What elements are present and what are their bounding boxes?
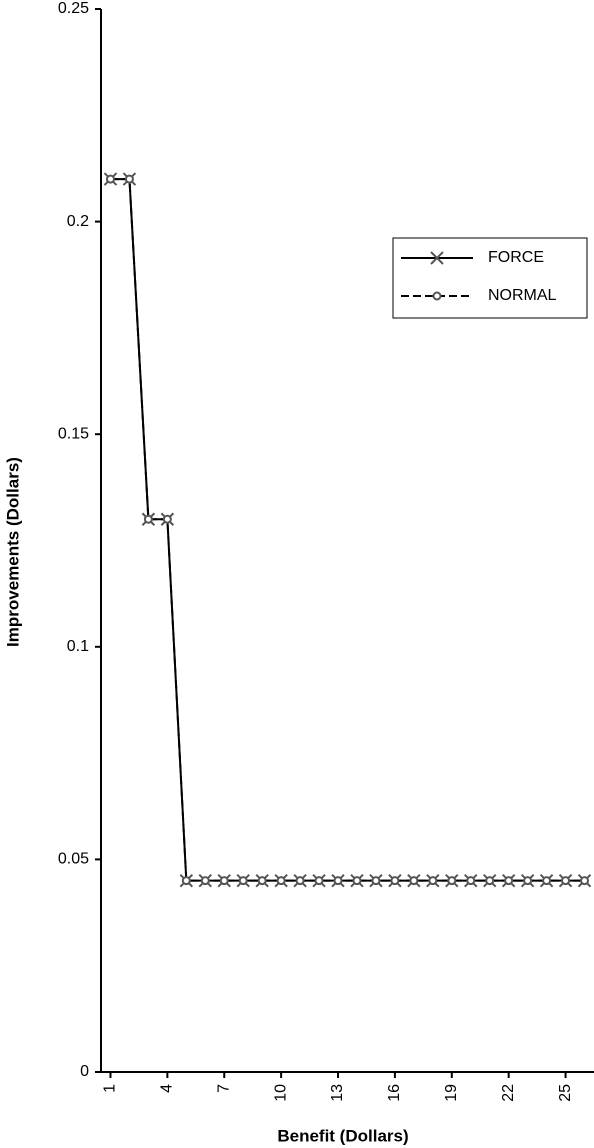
y-tick-label: 0 [80, 1063, 89, 1080]
marker [219, 876, 229, 886]
marker [200, 876, 210, 886]
x-tick-label: 19 [443, 1084, 460, 1102]
x-tick-label: 7 [215, 1084, 232, 1093]
x-tick-label: 22 [500, 1084, 517, 1102]
marker [447, 876, 457, 886]
legend-label: NORMAL [488, 287, 557, 304]
marker [314, 876, 324, 886]
y-tick-label: 0.05 [58, 851, 89, 868]
marker [333, 876, 343, 886]
marker [428, 876, 438, 886]
y-tick-label: 0.1 [67, 638, 89, 655]
marker [295, 876, 305, 886]
x-tick-label: 25 [557, 1084, 574, 1102]
marker [580, 876, 590, 886]
marker [238, 876, 248, 886]
x-axis-title: Benefit (Dollars) [277, 1126, 408, 1145]
y-tick-label: 0.25 [58, 0, 89, 17]
marker [143, 514, 153, 524]
x-tick-label: 13 [329, 1084, 346, 1102]
x-tick-label: 1 [102, 1084, 119, 1093]
y-axis-title: Improvements (Dollars) [3, 457, 22, 647]
x-tick-label: 4 [159, 1084, 176, 1093]
legend-marker [432, 291, 442, 301]
y-tick-label: 0.2 [67, 213, 89, 230]
marker [504, 876, 514, 886]
marker [162, 514, 172, 524]
marker [124, 174, 134, 184]
x-tick-label: 10 [272, 1084, 289, 1102]
marker [466, 876, 476, 886]
legend-label: FORCE [488, 249, 544, 266]
marker [371, 876, 381, 886]
x-tick-label: 16 [386, 1084, 403, 1102]
marker [409, 876, 419, 886]
marker [523, 876, 533, 886]
marker [485, 876, 495, 886]
marker [542, 876, 552, 886]
marker [276, 876, 286, 886]
legend-box [392, 237, 588, 319]
marker [390, 876, 400, 886]
marker [561, 876, 571, 886]
marker [352, 876, 362, 886]
marker [257, 876, 267, 886]
marker [105, 174, 115, 184]
y-tick-label: 0.15 [58, 425, 89, 442]
marker [181, 876, 191, 886]
legend-marker [430, 251, 444, 265]
